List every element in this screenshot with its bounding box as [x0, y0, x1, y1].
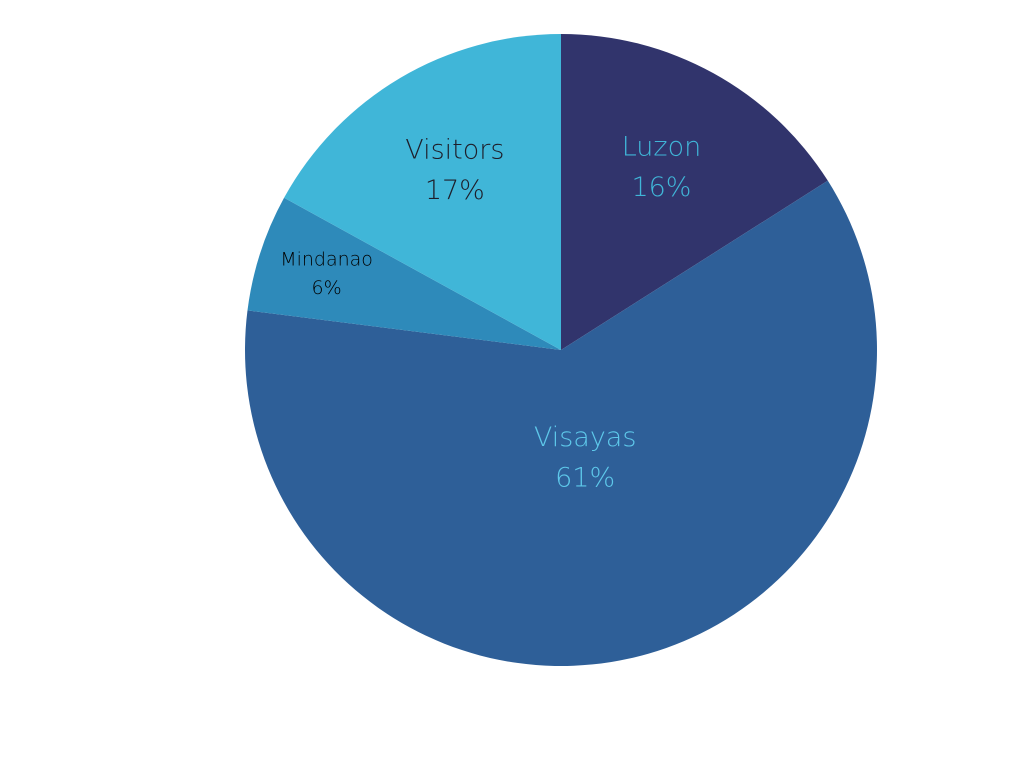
- pie-slice: [284, 34, 561, 350]
- slice-value-label: 6%: [312, 277, 342, 299]
- pie-slice: [561, 34, 828, 350]
- slice-value-label: 17%: [425, 175, 485, 206]
- slice-value-label: 16%: [631, 172, 691, 203]
- pie-slice: [244, 180, 878, 667]
- pie-slice: [247, 197, 561, 350]
- slice-label: Mindanao: [280, 249, 373, 271]
- slice-label: Luzon: [622, 131, 701, 162]
- slice-label: Visayas: [534, 422, 637, 453]
- slice-label: Visitors: [405, 135, 504, 166]
- slice-value-label: 61%: [555, 462, 615, 493]
